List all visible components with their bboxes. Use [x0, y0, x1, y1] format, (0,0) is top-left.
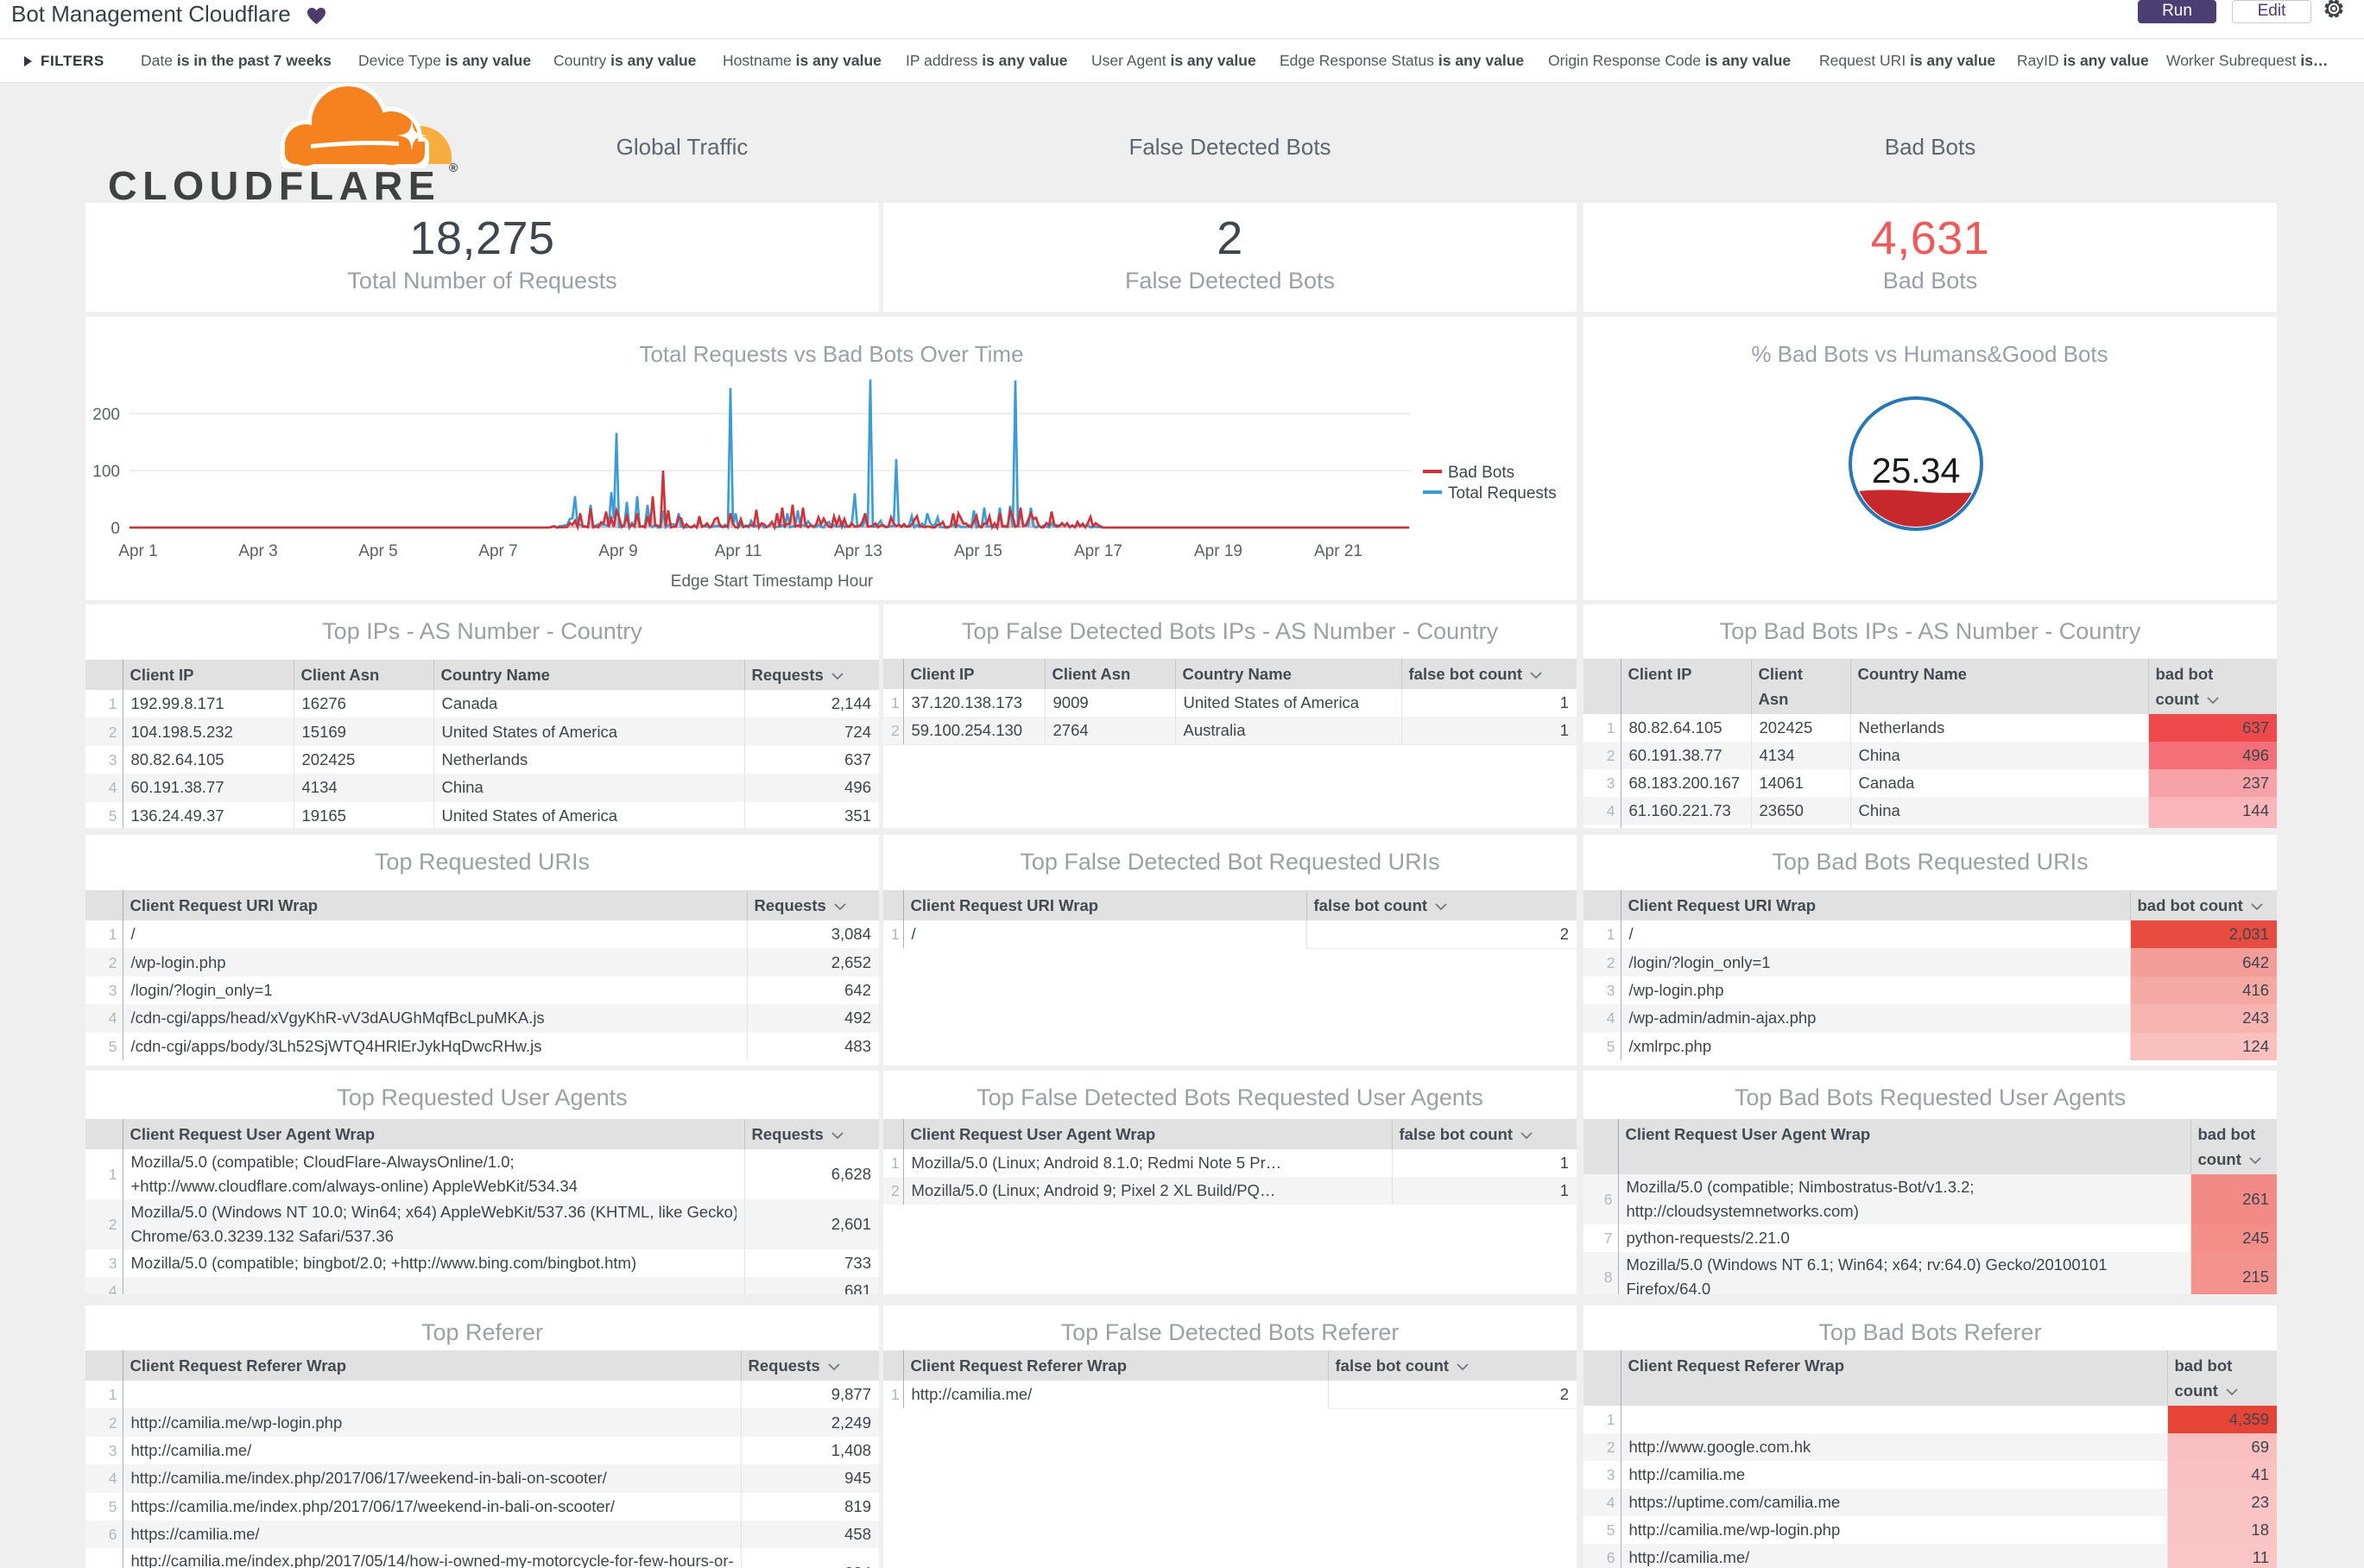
svg-text:Apr 19: Apr 19 — [1194, 542, 1242, 560]
svg-text:25.34: 25.34 — [1872, 451, 1961, 490]
svg-text:100: 100 — [92, 463, 120, 481]
svg-text:Apr 11: Apr 11 — [715, 542, 762, 560]
svg-text:0: 0 — [111, 520, 120, 538]
svg-text:Edge Start Timestamp Hour: Edge Start Timestamp Hour — [671, 572, 874, 591]
svg-text:Apr 5: Apr 5 — [358, 542, 397, 560]
svg-text:CLOUDFLARE: CLOUDFLARE — [108, 163, 440, 205]
svg-text:Apr 17: Apr 17 — [1074, 542, 1122, 560]
svg-text:Apr 7: Apr 7 — [478, 542, 517, 560]
svg-text:Apr 9: Apr 9 — [598, 542, 637, 560]
svg-text:Total Requests: Total Requests — [1448, 484, 1557, 503]
svg-text:Bad Bots: Bad Bots — [1448, 464, 1514, 482]
svg-text:Apr 13: Apr 13 — [834, 542, 882, 560]
svg-text:% Bad Bots vs Humans&Good Bots: % Bad Bots vs Humans&Good Bots — [1751, 341, 2108, 367]
svg-text:Apr 1: Apr 1 — [118, 542, 157, 560]
svg-text:200: 200 — [92, 406, 120, 424]
svg-text:®: ® — [449, 161, 458, 174]
svg-text:Apr 3: Apr 3 — [238, 542, 277, 560]
svg-text:Apr 21: Apr 21 — [1314, 542, 1362, 560]
svg-text:Apr 15: Apr 15 — [954, 542, 1002, 560]
svg-text:Total Requests vs Bad Bots Ove: Total Requests vs Bad Bots Over Time — [639, 341, 1023, 367]
